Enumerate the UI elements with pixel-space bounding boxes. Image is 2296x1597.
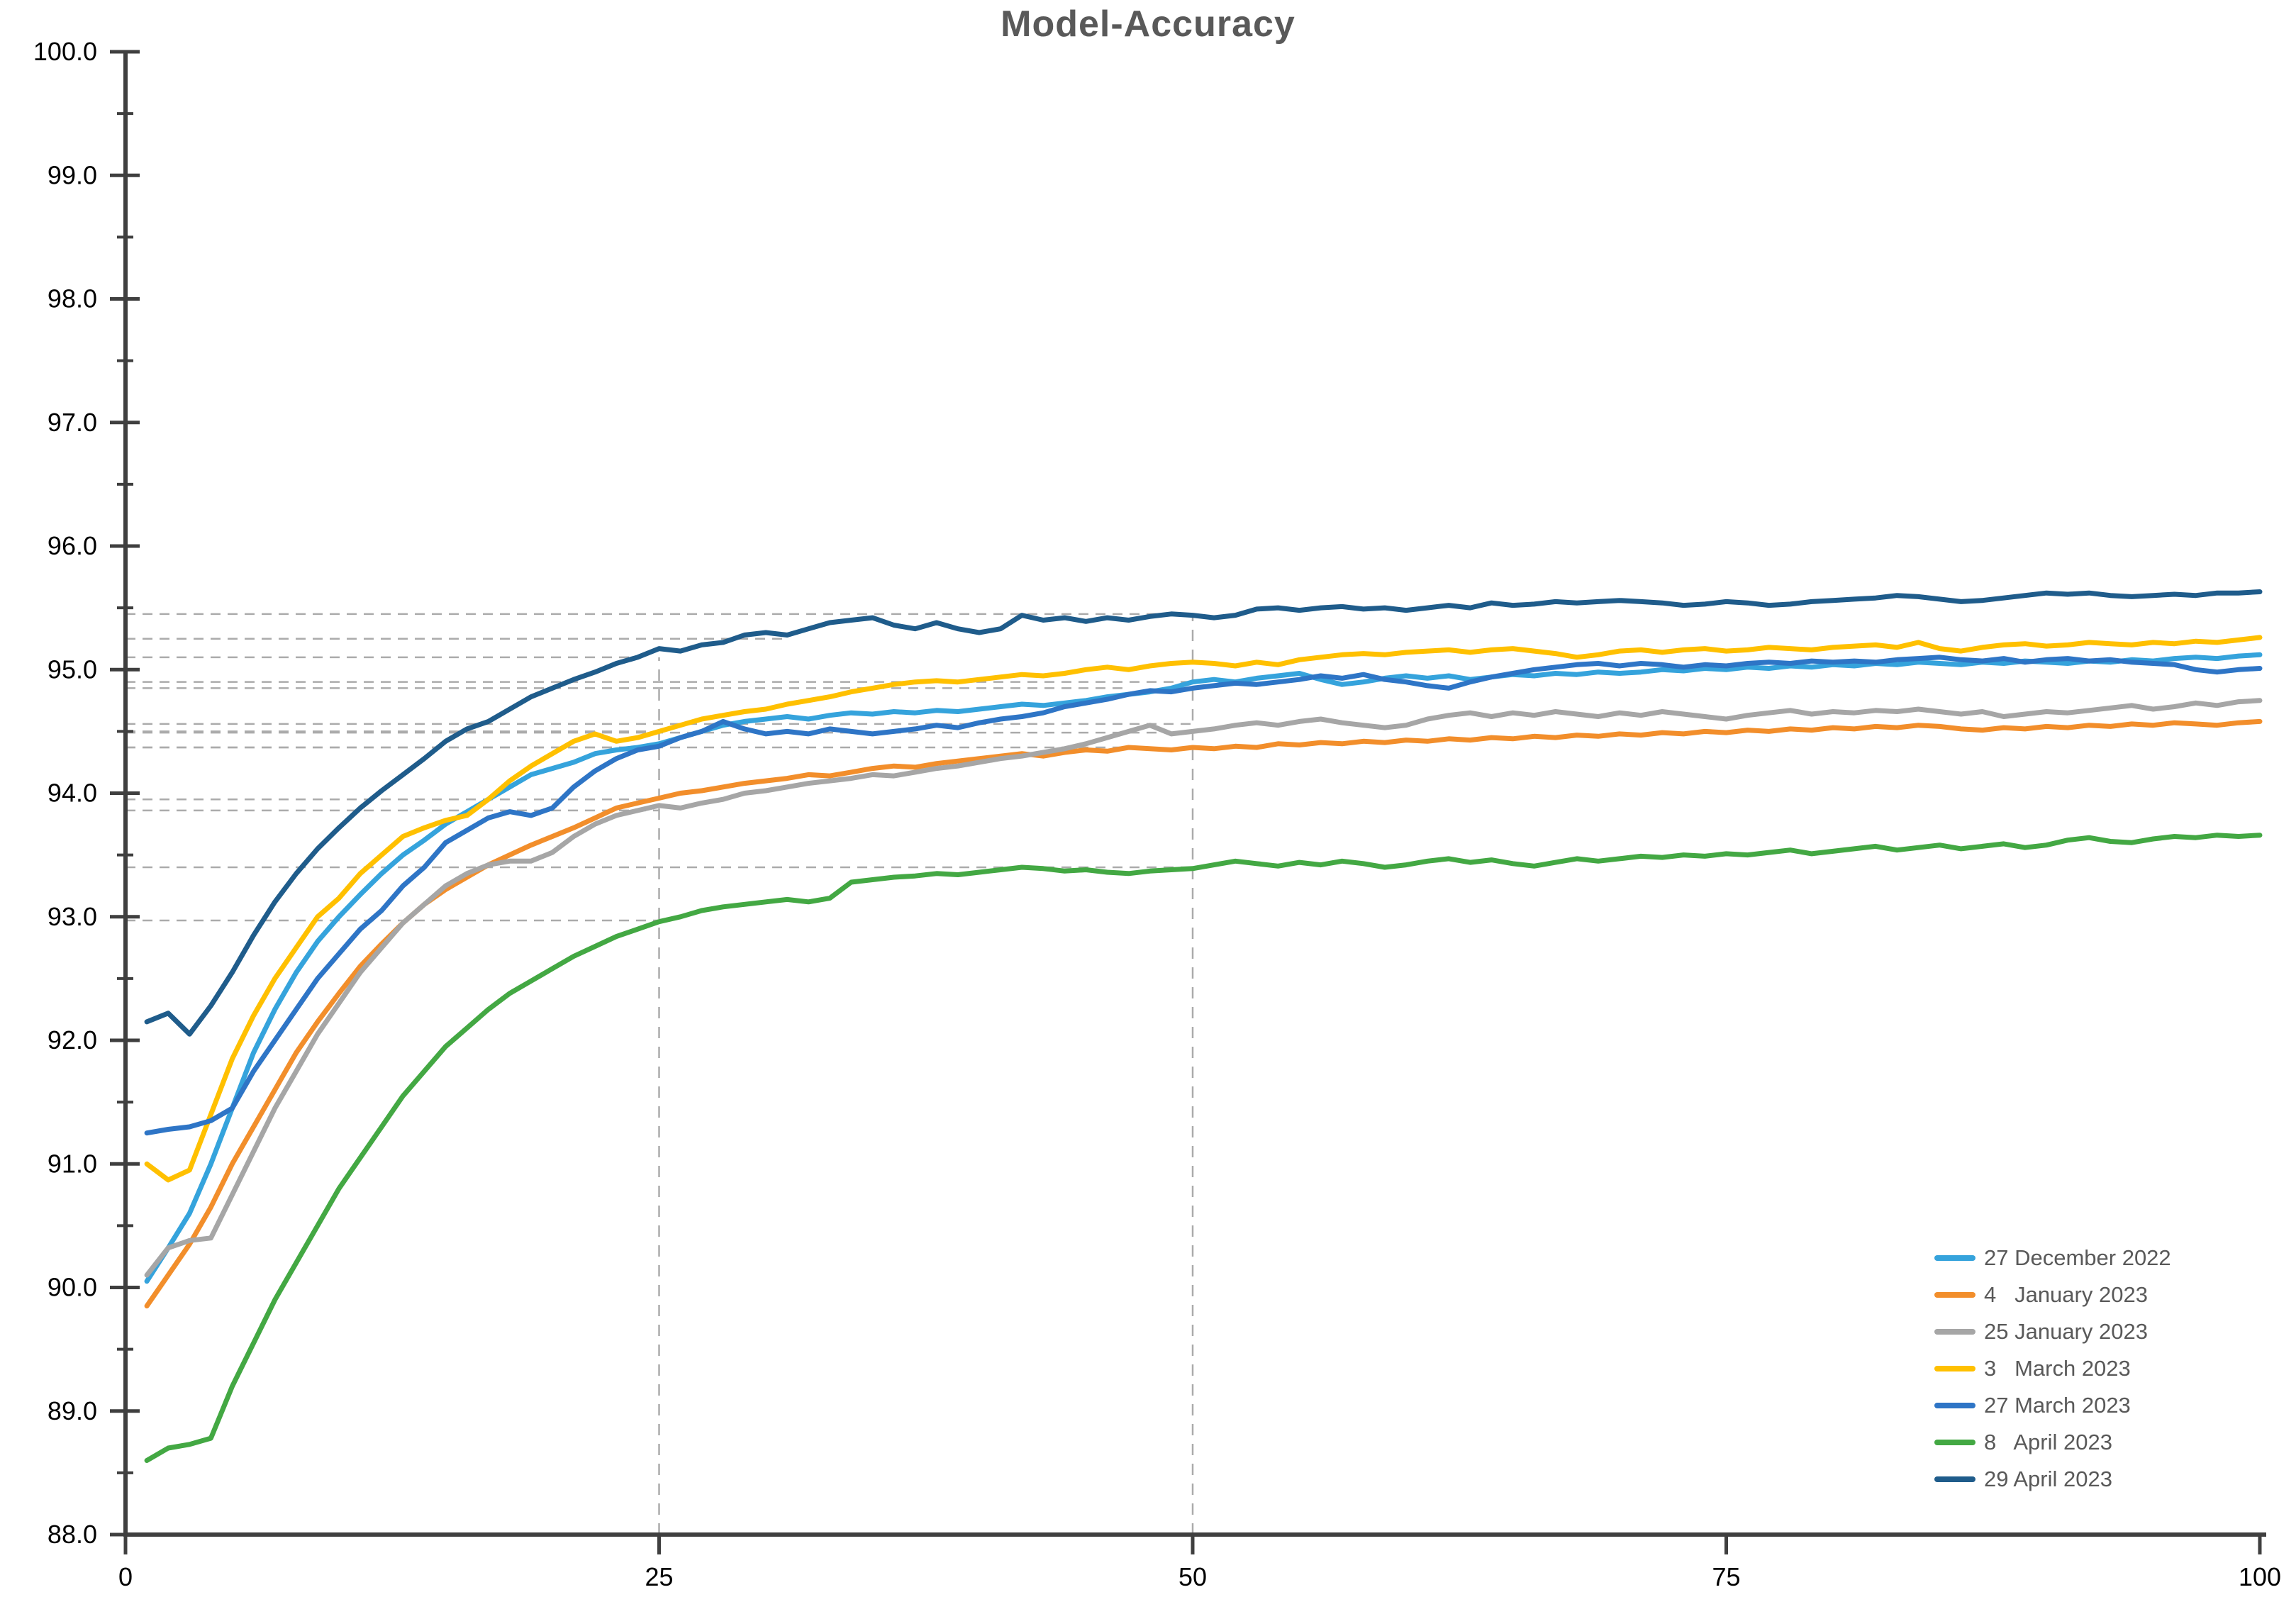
legend-label: 4 January 2023: [1984, 1282, 2148, 1307]
series-line-27-march-2023: [144, 655, 2263, 1136]
legend-item: 27 March 2023: [1934, 1387, 2171, 1424]
series-line-4-january-2023: [144, 718, 2263, 1309]
legend-label: 27 March 2023: [1984, 1393, 2131, 1418]
x-tick-label: 25: [645, 1562, 673, 1591]
legend-color-swatch: [1934, 1403, 1975, 1408]
y-tick-label: 94.0: [48, 779, 97, 808]
y-tick-label: 93.0: [48, 902, 97, 931]
legend-color-swatch: [1934, 1292, 1975, 1298]
legend-item: 8 April 2023: [1934, 1424, 2171, 1461]
legend-item: 29 April 2023: [1934, 1461, 2171, 1498]
legend-label: 29 April 2023: [1984, 1467, 2112, 1491]
y-tick-label: 100.0: [33, 37, 97, 66]
legend-label: 27 December 2022: [1984, 1245, 2171, 1270]
legend-item: 25 January 2023: [1934, 1313, 2171, 1350]
series-line-3-march-2023: [144, 635, 2263, 1183]
legend-item: 4 January 2023: [1934, 1276, 2171, 1313]
legend-item: 27 December 2022: [1934, 1240, 2171, 1276]
series-line-25-january-2023: [144, 698, 2263, 1278]
legend-label: 3 March 2023: [1984, 1356, 2131, 1381]
legend-label: 8 April 2023: [1984, 1430, 2112, 1454]
legend-color-swatch: [1934, 1255, 1975, 1261]
legend-color-swatch: [1934, 1329, 1975, 1335]
y-tick-label: 99.0: [48, 160, 97, 189]
legend-item: 3 March 2023: [1934, 1350, 2171, 1387]
y-tick-label: 90.0: [48, 1273, 97, 1302]
chart-legend: 27 December 2022 4 January 2023 25 Janua…: [1934, 1240, 2171, 1498]
y-tick-label: 91.0: [48, 1149, 97, 1178]
x-tick-label: 0: [118, 1562, 133, 1591]
y-tick-label: 97.0: [48, 408, 97, 437]
legend-color-swatch: [1934, 1440, 1975, 1445]
x-tick-label: 100: [2239, 1562, 2281, 1591]
legend-label: 25 January 2023: [1984, 1319, 2148, 1344]
legend-color-swatch: [1934, 1476, 1975, 1482]
series-line-29-april-2023: [144, 589, 2263, 1037]
y-tick-label: 95.0: [48, 655, 97, 684]
y-tick-label: 96.0: [48, 531, 97, 560]
x-tick-label: 50: [1178, 1562, 1207, 1591]
y-tick-label: 88.0: [48, 1520, 97, 1549]
x-tick-label: 75: [1712, 1562, 1740, 1591]
y-tick-label: 92.0: [48, 1025, 97, 1055]
legend-color-swatch: [1934, 1366, 1975, 1371]
chart-title: Model-Accuracy: [1001, 4, 1295, 45]
y-tick-label: 98.0: [48, 284, 97, 313]
y-tick-label: 89.0: [48, 1396, 97, 1425]
series-line-8-april-2023: [144, 833, 2263, 1463]
